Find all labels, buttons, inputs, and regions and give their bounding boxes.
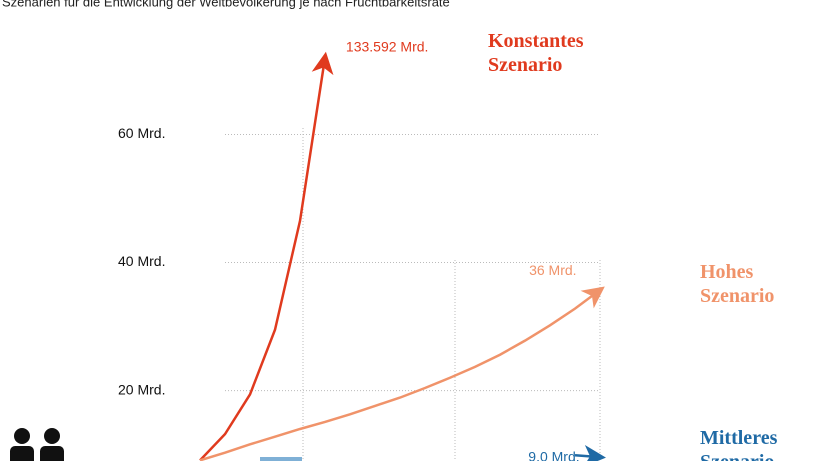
x-grid — [302, 128, 601, 461]
series-line — [199, 57, 327, 461]
end-value-annotation: 36 Mrd. — [529, 262, 576, 278]
decor-box — [260, 457, 302, 461]
y-tick-label: 20 Mrd. — [118, 381, 165, 397]
end-value-annotation: 133.592 Mrd. — [346, 38, 429, 54]
people-icon — [10, 428, 64, 461]
arrowhead — [584, 444, 606, 461]
y-tick-label: 40 Mrd. — [118, 253, 165, 269]
chart-title: Szenarien für die Entwicklung der Weltbe… — [2, 0, 450, 9]
series-label: MittleresSzenario — [700, 427, 778, 461]
series-line — [199, 289, 601, 461]
arrowhead — [311, 51, 334, 76]
series-label: Konstantes Szenario — [488, 30, 584, 76]
y-tick-label: 60 Mrd. — [118, 125, 165, 141]
end-value-annotation: 9.0 Mrd. — [528, 448, 579, 461]
series-label: Hohes Szenario — [700, 261, 774, 307]
arrowhead — [580, 286, 605, 309]
